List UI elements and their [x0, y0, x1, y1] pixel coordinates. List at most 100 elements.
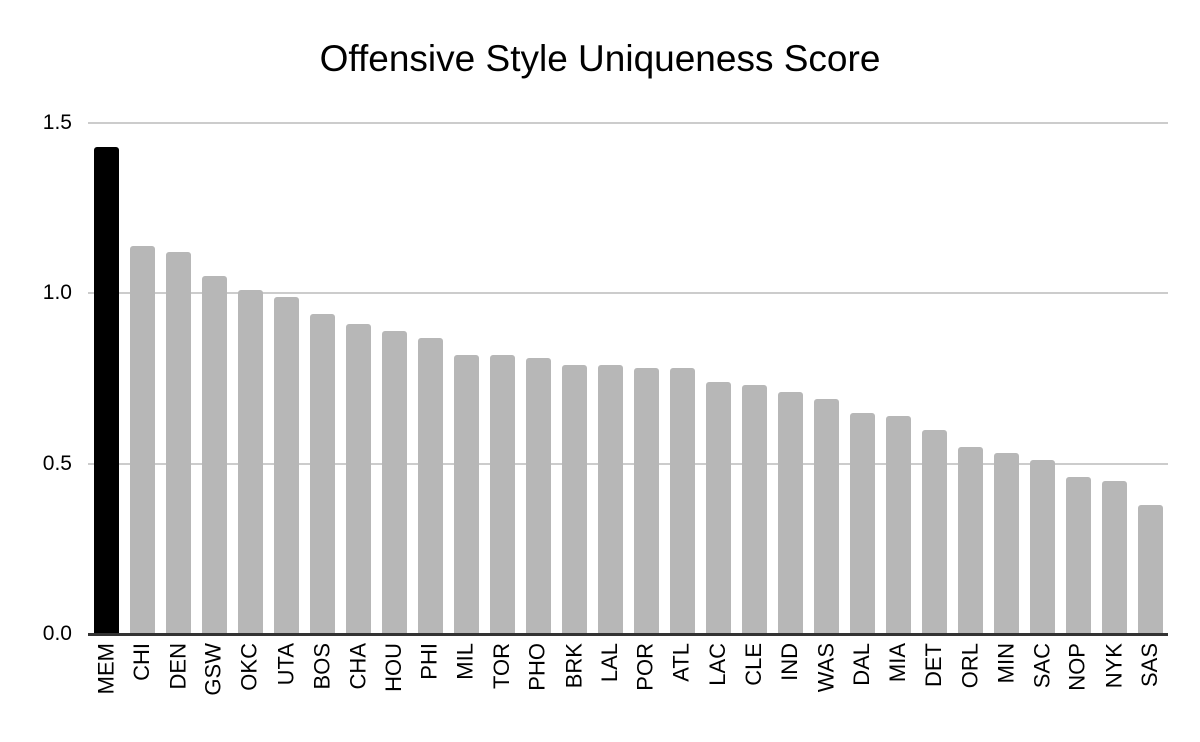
- bar-NOP: [1065, 477, 1091, 634]
- x-slot-BRK: BRK: [556, 634, 592, 734]
- x-slot-MIN: MIN: [988, 634, 1024, 734]
- bar-slot-MIN: [988, 123, 1024, 634]
- x-tick-label-DET: DET: [921, 643, 946, 687]
- x-tick-label-CLE: CLE: [741, 643, 766, 686]
- bar-slot-PHI: [412, 123, 448, 634]
- x-tick-label-MIL: MIL: [453, 643, 478, 680]
- x-slot-NOP: NOP: [1060, 634, 1096, 734]
- x-tick-label-BOS: BOS: [309, 643, 334, 690]
- x-tick-label-LAL: LAL: [597, 643, 622, 683]
- bar-slot-LAL: [592, 123, 628, 634]
- bar-CHI: [129, 245, 155, 634]
- gridline-1.0: [88, 292, 1168, 295]
- bar-slot-LAC: [700, 123, 736, 634]
- x-slot-BOS: BOS: [304, 634, 340, 734]
- x-tick-label-HOU: HOU: [381, 643, 406, 692]
- bar-SAC: [1029, 460, 1055, 634]
- bar-UTA: [273, 296, 299, 634]
- bar-slot-NYK: [1096, 123, 1132, 634]
- bar-slot-OKC: [232, 123, 268, 634]
- x-slot-DAL: DAL: [844, 634, 880, 734]
- y-tick-label-0.0: 0.0: [42, 622, 72, 645]
- bar-slot-MEM: [88, 123, 124, 634]
- bar-DEN: [165, 252, 191, 634]
- bar-slot-ATL: [664, 123, 700, 634]
- x-slot-MEM: MEM: [88, 634, 124, 734]
- bar-IND: [777, 392, 803, 634]
- bar-PHI: [417, 337, 443, 634]
- bar-NYK: [1101, 480, 1127, 634]
- bar-BRK: [561, 364, 587, 634]
- x-tick-label-DEN: DEN: [165, 643, 190, 690]
- x-slot-DEN: DEN: [160, 634, 196, 734]
- x-tick-label-TOR: TOR: [489, 643, 514, 690]
- x-tick-label-OKC: OKC: [237, 643, 262, 691]
- bar-OKC: [237, 289, 263, 634]
- x-slot-PHO: PHO: [520, 634, 556, 734]
- x-tick-label-IND: IND: [777, 643, 802, 681]
- x-tick-label-CHI: CHI: [129, 643, 154, 681]
- bar-slot-BRK: [556, 123, 592, 634]
- x-tick-label-PHI: PHI: [417, 643, 442, 680]
- x-axis-line: [88, 633, 1168, 636]
- x-tick-label-PHO: PHO: [525, 643, 550, 691]
- bar-MIN: [993, 453, 1019, 634]
- x-slot-MIL: MIL: [448, 634, 484, 734]
- x-tick-label-DAL: DAL: [849, 643, 874, 686]
- x-axis-labels: MEM CHI DEN GSW OKC UTA BOS CHA HOU PHI MIL TOR PHO B…: [88, 634, 1168, 734]
- x-slot-MIA: MIA: [880, 634, 916, 734]
- bar-POR: [633, 368, 659, 634]
- bar-MIL: [453, 354, 479, 634]
- bar-ATL: [669, 368, 695, 634]
- gridline-0.5: [88, 462, 1168, 465]
- x-slot-GSW: GSW: [196, 634, 232, 734]
- bar-slot-NOP: [1060, 123, 1096, 634]
- bar-WAS: [813, 398, 839, 634]
- x-tick-label-POR: POR: [633, 643, 658, 691]
- x-slot-PHI: PHI: [412, 634, 448, 734]
- x-slot-CLE: CLE: [736, 634, 772, 734]
- bar-SAS: [1137, 504, 1163, 634]
- x-slot-CHI: CHI: [124, 634, 160, 734]
- x-slot-LAC: LAC: [700, 634, 736, 734]
- x-slot-UTA: UTA: [268, 634, 304, 734]
- x-slot-OKC: OKC: [232, 634, 268, 734]
- x-tick-label-GSW: GSW: [201, 643, 226, 696]
- bar-slot-PHO: [520, 123, 556, 634]
- bar-slot-MIL: [448, 123, 484, 634]
- bar-DAL: [849, 412, 875, 634]
- y-tick-label-0.5: 0.5: [42, 451, 72, 475]
- bar-slot-BOS: [304, 123, 340, 634]
- x-slot-ORL: ORL: [952, 634, 988, 734]
- x-slot-DET: DET: [916, 634, 952, 734]
- y-tick-label-1.0: 1.0: [42, 281, 72, 305]
- x-slot-IND: IND: [772, 634, 808, 734]
- x-tick-label-BRK: BRK: [561, 643, 586, 689]
- bar-slot-ORL: [952, 123, 988, 634]
- bar-GSW: [201, 276, 227, 634]
- bar-slot-GSW: [196, 123, 232, 634]
- bar-slot-MIA: [880, 123, 916, 634]
- y-tick-label-1.5: 1.5: [42, 111, 72, 134]
- bar-slot-CLE: [736, 123, 772, 634]
- x-slot-LAL: LAL: [592, 634, 628, 734]
- bar-slot-DET: [916, 123, 952, 634]
- bar-LAC: [705, 381, 731, 634]
- x-tick-label-UTA: UTA: [273, 643, 298, 686]
- x-slot-SAS: SAS: [1132, 634, 1168, 734]
- bar-ORL: [957, 446, 983, 634]
- x-tick-label-WAS: WAS: [813, 643, 838, 693]
- bar-series: [88, 123, 1168, 634]
- x-tick-label-CHA: CHA: [345, 643, 370, 690]
- bar-MIA: [885, 415, 911, 634]
- bar-slot-POR: [628, 123, 664, 634]
- bar-slot-SAS: [1132, 123, 1168, 634]
- chart-title: Offensive Style Uniqueness Score: [319, 38, 881, 79]
- bar-PHO: [525, 358, 551, 634]
- x-tick-label-NYK: NYK: [1101, 643, 1126, 689]
- bar-CLE: [741, 385, 767, 634]
- bar-slot-SAC: [1024, 123, 1060, 634]
- bar-slot-DAL: [844, 123, 880, 634]
- x-slot-POR: POR: [628, 634, 664, 734]
- x-tick-label-NOP: NOP: [1065, 643, 1090, 691]
